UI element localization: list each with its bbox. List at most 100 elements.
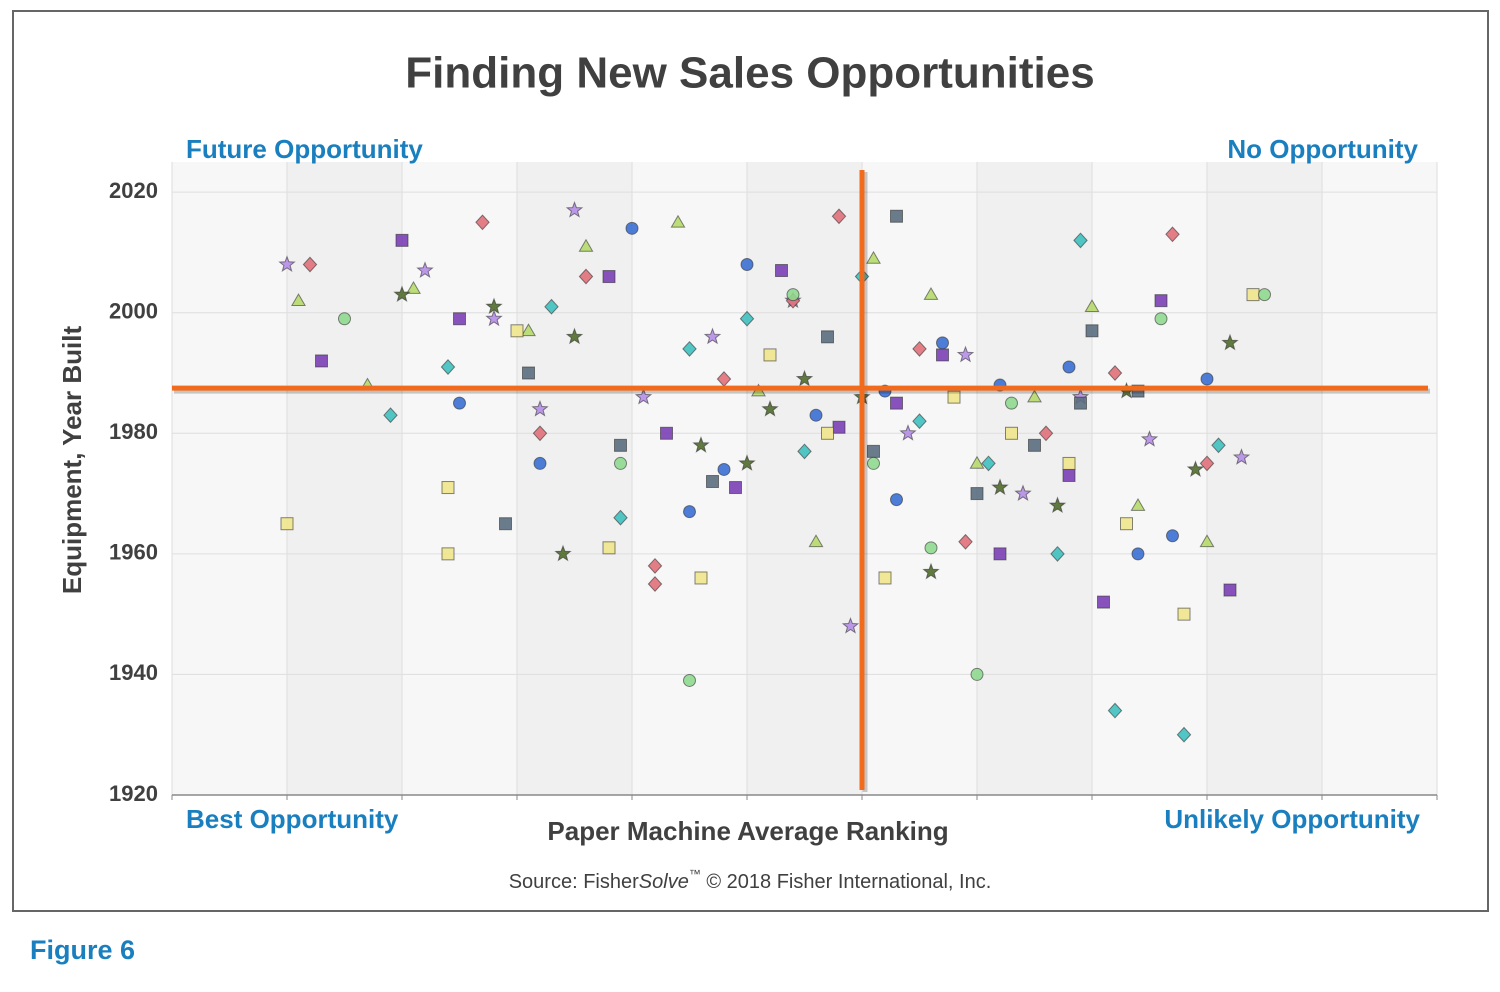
data-point: [912, 340, 927, 357]
data-point: [1014, 484, 1032, 502]
data-point: [1005, 396, 1018, 410]
data-point: [1130, 498, 1146, 511]
data-point: [1131, 547, 1145, 561]
data-point: [395, 233, 409, 247]
data-point: [923, 287, 939, 300]
data-point: [912, 413, 927, 430]
data-point: [936, 348, 949, 362]
data-point: [692, 436, 710, 453]
data-point: [1176, 726, 1192, 743]
data-point: [1107, 365, 1123, 381]
data-point: [625, 221, 639, 235]
data-point: [1200, 372, 1214, 386]
data-point: [441, 481, 455, 495]
data-point: [682, 340, 697, 357]
y-tick-label: 2000: [109, 299, 158, 324]
data-point: [1232, 448, 1251, 465]
quadrant-label: No Opportunity: [1227, 134, 1418, 164]
data-point: [485, 309, 503, 327]
data-point: [1005, 426, 1018, 440]
data-point: [1050, 545, 1065, 562]
plot-area: 1920 1940 1960 1980 2000 2020: [109, 162, 1438, 806]
data-point: [890, 209, 903, 223]
data-point: [969, 455, 985, 469]
data-point: [614, 456, 627, 470]
data-point: [970, 487, 984, 501]
data-point: [521, 323, 536, 337]
data-point: [1246, 288, 1260, 302]
data-point: [899, 424, 917, 441]
y-axis-title: Equipment, Year Built: [57, 326, 87, 595]
data-point: [453, 396, 466, 410]
data-point: [1199, 534, 1215, 548]
quadrant-label: Future Opportunity: [186, 134, 423, 164]
data-point: [924, 541, 938, 555]
data-point: [1186, 460, 1205, 477]
data-point: [338, 312, 351, 326]
x-axis-title: Paper Machine Average Ranking: [547, 816, 948, 846]
data-point: [981, 455, 996, 472]
data-point: [1140, 430, 1159, 447]
data-point: [763, 348, 777, 362]
data-point: [832, 420, 846, 434]
data-point: [739, 310, 755, 327]
data-point: [956, 345, 975, 363]
data-point: [578, 268, 594, 285]
data-point: [1073, 232, 1088, 249]
data-point: [1074, 396, 1087, 410]
data-point: [683, 673, 696, 687]
data-point: [867, 456, 880, 470]
data-point: [278, 255, 296, 272]
source-text: Source: Fisher: [509, 871, 639, 893]
data-point: [565, 327, 584, 345]
data-point: [510, 324, 524, 338]
data-point: [554, 544, 572, 562]
data-point: [1211, 437, 1226, 454]
data-point: [1154, 294, 1168, 308]
data-point: [1062, 456, 1076, 470]
data-point: [1062, 360, 1076, 374]
data-point: [890, 396, 903, 410]
data-point: [808, 534, 824, 548]
data-point: [958, 533, 973, 550]
data-point: [683, 505, 696, 519]
data-point: [532, 425, 548, 442]
data-point: [991, 478, 1009, 496]
data-point: [531, 399, 549, 417]
data-point: [485, 297, 503, 315]
data-point: [475, 214, 490, 231]
y-tick-label: 1920: [109, 781, 158, 806]
data-point: [1165, 226, 1180, 243]
y-tick-label: 2020: [109, 178, 158, 203]
y-tick-label: 1960: [109, 540, 158, 565]
plot-band: [517, 162, 632, 795]
data-point: [522, 366, 535, 380]
source-text: ™: [689, 867, 701, 881]
source-text: © 2018 Fisher International, Inc.: [701, 871, 991, 893]
data-point: [453, 312, 466, 326]
data-point: [406, 281, 421, 294]
data-point: [393, 285, 411, 303]
data-point: [614, 438, 627, 452]
data-point: [1120, 517, 1133, 531]
data-point: [670, 214, 686, 228]
data-point: [613, 509, 628, 526]
chart-title: Finding New Sales Opportunities: [405, 49, 1094, 98]
data-point: [821, 426, 834, 440]
data-point: [841, 616, 860, 634]
data-point: [740, 257, 754, 271]
data-point: [947, 390, 961, 404]
figure-caption: Figure 6: [30, 935, 135, 965]
data-point: [936, 336, 949, 350]
data-point: [703, 327, 722, 345]
data-point: [1027, 389, 1042, 403]
data-point: [1097, 595, 1110, 609]
data-point: [416, 261, 434, 278]
data-point: [602, 270, 616, 284]
data-point: [634, 387, 653, 405]
y-tick-label: 1980: [109, 419, 158, 444]
source-note: Source: FisherSolve™ © 2018 Fisher Inter…: [509, 867, 992, 893]
data-point: [291, 293, 306, 306]
y-tick-label: 1940: [109, 660, 158, 685]
